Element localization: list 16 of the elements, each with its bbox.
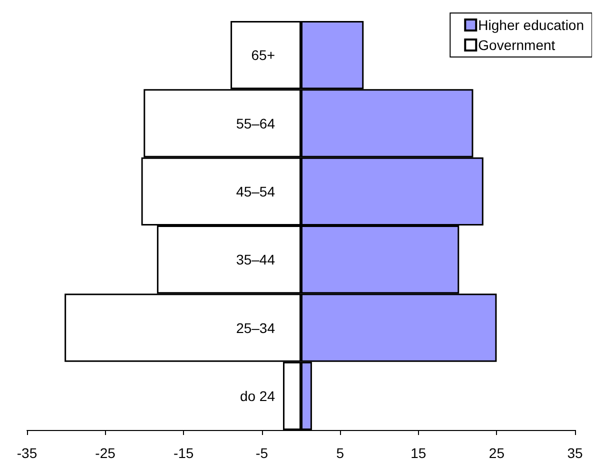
- legend-label: Government: [478, 37, 556, 53]
- x-tick-label: -25: [95, 445, 116, 461]
- y-tick-label: 65+: [251, 47, 275, 64]
- x-tick-label: -5: [256, 445, 268, 461]
- legend-label: Higher education: [478, 17, 584, 33]
- y-tick-label: 55–64: [236, 115, 276, 132]
- x-tick-label: -35: [16, 445, 38, 461]
- x-tick-label: -15: [173, 445, 194, 461]
- x-tick-label: 5: [336, 445, 344, 461]
- y-tick-label: 25–34: [236, 320, 276, 336]
- y-tick-label: 45–54: [236, 183, 276, 200]
- x-tick-label: 15: [410, 445, 426, 461]
- y-tick-label: do 24: [240, 388, 276, 404]
- y-tick-label: 35–44: [236, 252, 276, 268]
- x-tick-label: 35: [567, 445, 583, 461]
- x-tick-label: 25: [488, 445, 505, 461]
